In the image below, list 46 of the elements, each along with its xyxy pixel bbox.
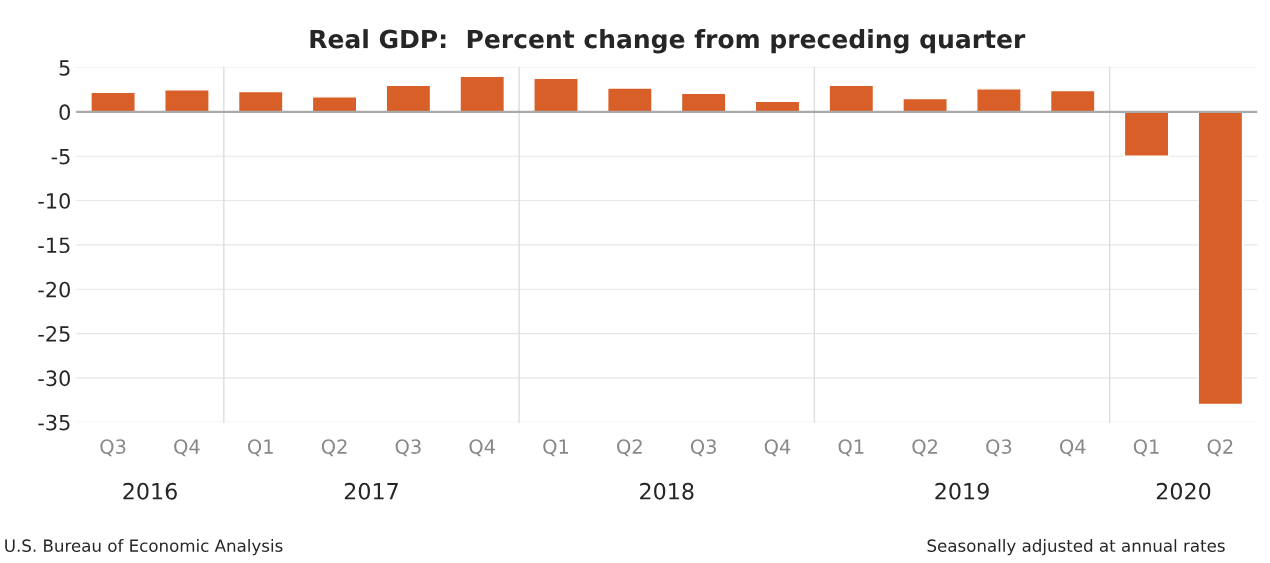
- bar: [237, 90, 284, 113]
- text: 2019: [935, 482, 989, 500]
- bar: [828, 84, 875, 113]
- bar: [164, 89, 210, 113]
- bar: [976, 88, 1022, 113]
- x-tick-label: Q2: [617, 439, 642, 457]
- y-tick-label: -25: [38, 326, 70, 342]
- text: 2020: [1156, 482, 1211, 500]
- y-tick-label: -5: [51, 148, 70, 165]
- bar: [385, 84, 432, 113]
- y-tick-label: 5: [59, 60, 70, 76]
- text: U.S. Bureau of Economic Analysis: [5, 539, 283, 556]
- x-tick-label: Q4: [469, 439, 495, 457]
- bar: [606, 87, 653, 113]
- x-tick-label: Q1: [1133, 439, 1159, 457]
- x-tick-label: Q4: [1060, 439, 1086, 457]
- x-tick-label: Q1: [543, 439, 569, 457]
- text: Seasonally adjusted at annual rates: [927, 539, 1225, 556]
- y-tick-label: -15: [38, 237, 70, 254]
- x-tick-label: Q2: [912, 439, 938, 457]
- bar: [311, 96, 358, 113]
- y-tick-label: 0: [59, 104, 70, 121]
- text: 2017: [344, 482, 398, 500]
- x-tick-label: Q4: [174, 439, 200, 457]
- x-tick-label: Q1: [838, 439, 864, 457]
- x-tick-label: Q3: [395, 439, 421, 457]
- bar: [533, 77, 579, 113]
- y-tick-label: -30: [38, 370, 70, 387]
- bar: [1049, 89, 1096, 113]
- x-tick-label: Q3: [690, 439, 716, 457]
- x-tick-label: Q1: [248, 439, 273, 457]
- x-tick-label: Q2: [321, 439, 347, 457]
- bar: [90, 91, 136, 113]
- chart-title: Real GDP: Percent change from preceding quarter: [310, 29, 1026, 54]
- text: 2018: [640, 482, 694, 500]
- text: 2016: [123, 482, 177, 500]
- bar: [459, 75, 506, 113]
- y-tick-label: -20: [38, 281, 70, 298]
- x-tick-label: Q3: [986, 439, 1012, 457]
- x-tick-label: Q3: [100, 439, 126, 457]
- x-tick-label: Q2: [1207, 439, 1233, 457]
- y-tick-label: -35: [38, 414, 70, 431]
- bar: [1123, 111, 1170, 157]
- y-tick-label: -10: [38, 193, 70, 209]
- x-tick-label: Q4: [764, 439, 791, 457]
- bar: [1197, 111, 1244, 406]
